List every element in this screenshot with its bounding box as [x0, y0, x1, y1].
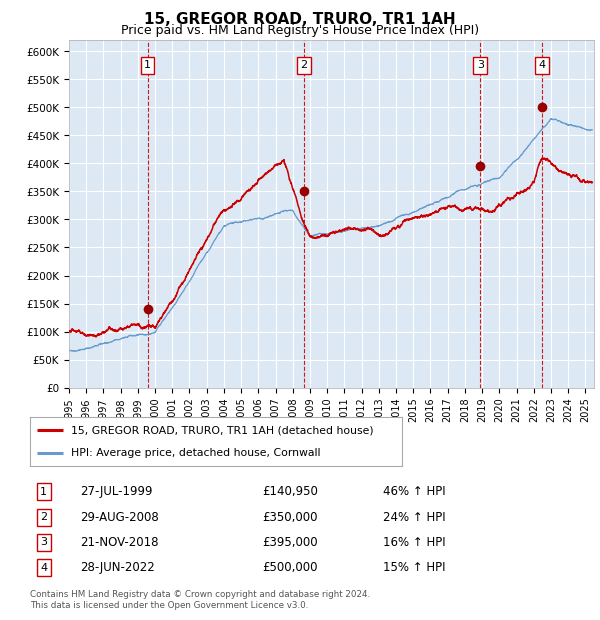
Text: 1: 1	[40, 487, 47, 497]
Text: This data is licensed under the Open Government Licence v3.0.: This data is licensed under the Open Gov…	[30, 601, 308, 611]
Text: 21-NOV-2018: 21-NOV-2018	[80, 536, 158, 549]
Text: 1: 1	[144, 61, 151, 71]
Text: 3: 3	[40, 538, 47, 547]
Text: 2: 2	[301, 61, 308, 71]
Text: Contains HM Land Registry data © Crown copyright and database right 2024.: Contains HM Land Registry data © Crown c…	[30, 590, 370, 600]
Text: 29-AUG-2008: 29-AUG-2008	[80, 511, 158, 523]
Text: 2: 2	[40, 512, 47, 522]
Text: 4: 4	[539, 61, 546, 71]
Text: 15, GREGOR ROAD, TRURO, TR1 1AH: 15, GREGOR ROAD, TRURO, TR1 1AH	[144, 12, 456, 27]
Text: 15, GREGOR ROAD, TRURO, TR1 1AH (detached house): 15, GREGOR ROAD, TRURO, TR1 1AH (detache…	[71, 425, 374, 435]
Text: 3: 3	[477, 61, 484, 71]
Text: £500,000: £500,000	[262, 561, 317, 574]
Text: £395,000: £395,000	[262, 536, 317, 549]
Text: 15% ↑ HPI: 15% ↑ HPI	[383, 561, 446, 574]
Text: 46% ↑ HPI: 46% ↑ HPI	[383, 485, 446, 498]
Text: HPI: Average price, detached house, Cornwall: HPI: Average price, detached house, Corn…	[71, 448, 320, 458]
Text: £350,000: £350,000	[262, 511, 317, 523]
Text: £140,950: £140,950	[262, 485, 318, 498]
Text: 28-JUN-2022: 28-JUN-2022	[80, 561, 154, 574]
Text: 16% ↑ HPI: 16% ↑ HPI	[383, 536, 446, 549]
Text: 4: 4	[40, 562, 47, 572]
Text: 27-JUL-1999: 27-JUL-1999	[80, 485, 152, 498]
Text: Price paid vs. HM Land Registry's House Price Index (HPI): Price paid vs. HM Land Registry's House …	[121, 24, 479, 37]
Text: 24% ↑ HPI: 24% ↑ HPI	[383, 511, 446, 523]
